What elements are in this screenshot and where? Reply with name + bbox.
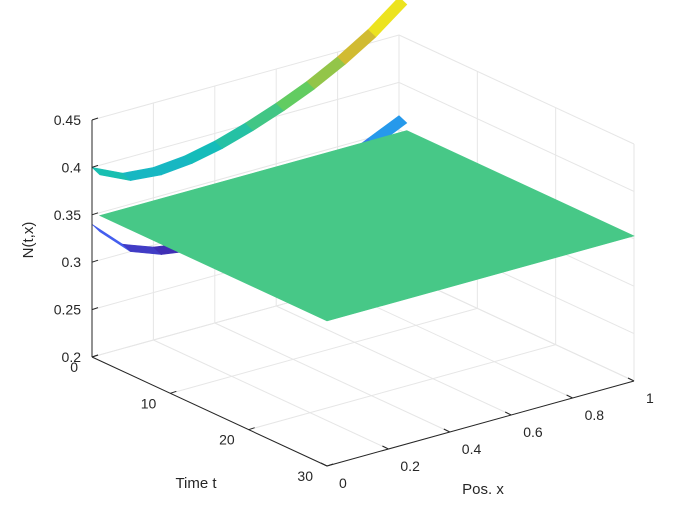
z-tick-label: 0.4 [62,159,82,175]
x-tick [504,411,512,416]
z-tick-label: 0.35 [54,207,81,223]
grid-line [398,34,635,145]
z-tick [91,117,99,121]
surface-patch [306,56,346,90]
t-tick [326,463,334,467]
z-tick [91,259,99,263]
t-tick-label: 30 [297,468,313,484]
grid-line [398,81,635,192]
t-tick-label: 0 [70,359,78,375]
x-tick-label: 0.2 [400,458,420,474]
z-tick-label: 0.45 [54,112,81,128]
z-tick-label: 0.2 [62,349,82,365]
surface-patch [337,28,377,65]
z-tick-label: 0.3 [62,254,82,270]
x-tick [382,445,389,450]
axis-lines [91,117,635,467]
grid-line [153,339,389,450]
x-tick-label: 0 [339,475,347,491]
y-axis-label: Time t [175,475,217,492]
steady-state-surface [98,130,635,322]
t-tick [170,390,177,394]
surface-patch [183,140,224,164]
t-axis-line [91,356,328,467]
z-tick [91,307,99,311]
x-tick-label: 0.8 [585,407,605,423]
x-axis-line [326,380,635,467]
x-axis-label: Pos. x [462,481,504,498]
grid-line [170,307,478,394]
grid-line [91,129,400,216]
surface-patch [214,122,254,149]
surface-patch [275,80,316,111]
x-tick [320,462,328,467]
z-axis-label: N(t,x) [20,222,37,259]
surface-patch [91,224,131,252]
x-tick-label: 1 [646,390,654,406]
grid-line [248,344,556,431]
t-tick-label: 20 [219,432,235,448]
z-tick [91,212,99,216]
z-tick-label: 0.25 [54,302,81,318]
z-tick [91,164,99,168]
grid-line [275,305,512,416]
surface-patch [152,155,193,176]
surface-patch [245,102,285,131]
x-tick-label: 0.4 [462,441,482,457]
x-tick [566,394,573,399]
t-tick [248,427,255,431]
x-tick-label: 0.6 [523,424,543,440]
t-tick-label: 10 [141,395,157,411]
surface-patch [367,0,408,38]
x-tick [443,428,451,433]
t-tick [91,354,99,358]
grid-line [214,322,451,433]
x-tick [627,377,635,382]
surfaces [91,0,635,322]
